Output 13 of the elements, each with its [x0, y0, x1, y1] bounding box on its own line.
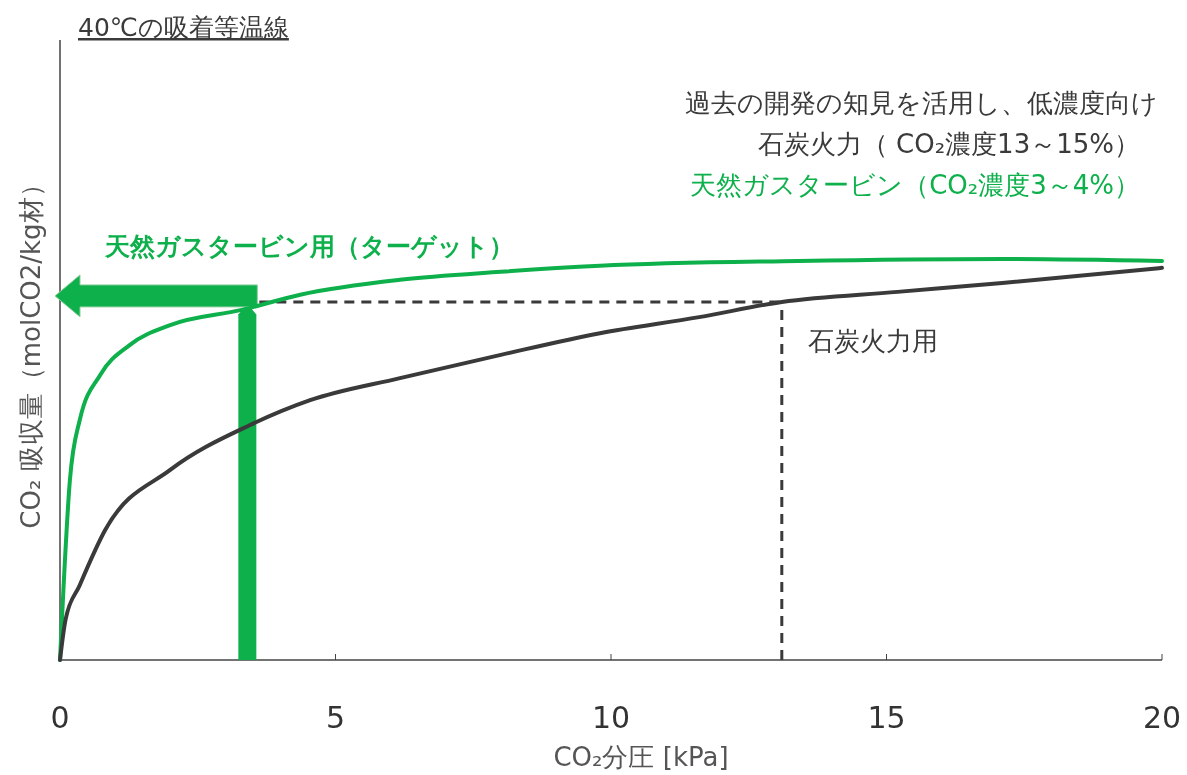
- x-axis-title: CO₂分圧 [kPa]: [553, 742, 729, 772]
- x-tick-label: 10: [591, 700, 631, 735]
- x-tick-label: 5: [325, 700, 346, 735]
- x-tick-label: 20: [1142, 700, 1182, 735]
- x-tick-label: 0: [50, 700, 70, 735]
- text: 過去の開発の知見を活用し、低濃度向け: [685, 88, 1158, 118]
- series-label: 石炭火力用: [808, 326, 938, 356]
- text: 天然ガスタービン（CO₂濃度3～4%）: [690, 170, 1140, 200]
- chart-title: 40℃の吸着等温線: [78, 13, 289, 42]
- x-tick-label: 15: [867, 700, 906, 735]
- series-label: 天然ガスタービン用（ターゲット）: [104, 232, 514, 261]
- y-axis-title: CO₂ 吸収量（molCO2/kg材）: [16, 171, 46, 529]
- text: 石炭火力（ CO₂濃度13～15%）: [757, 129, 1140, 159]
